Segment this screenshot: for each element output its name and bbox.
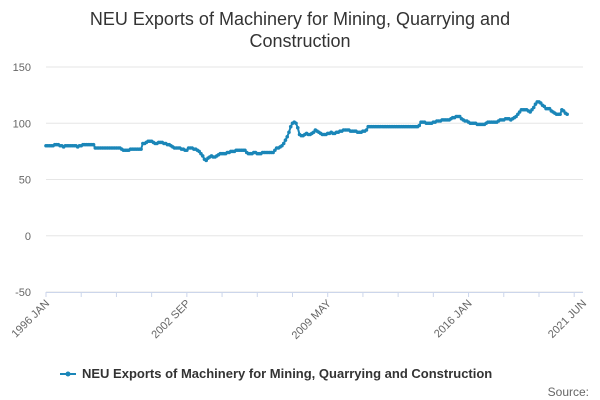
- data-point[interactable]: [283, 138, 288, 142]
- data-point[interactable]: [294, 121, 298, 126]
- data-point[interactable]: [531, 105, 536, 110]
- x-tick-label: 1996 JAN: [9, 298, 52, 341]
- data-point[interactable]: [91, 142, 96, 147]
- x-tick-label: 2021 JUN: [546, 298, 589, 341]
- legend-label: NEU Exports of Machinery for Mining, Qua…: [82, 366, 492, 381]
- y-tick-label: 150: [13, 62, 31, 74]
- data-point[interactable]: [200, 154, 205, 158]
- data-point[interactable]: [281, 141, 286, 146]
- data-point[interactable]: [287, 130, 291, 135]
- legend[interactable]: NEU Exports of Machinery for Mining, Qua…: [60, 366, 492, 381]
- data-point[interactable]: [139, 147, 143, 151]
- y-tick-label: 0: [25, 231, 31, 243]
- data-point[interactable]: [285, 134, 290, 139]
- data-point[interactable]: [364, 128, 369, 132]
- series-layer: [44, 100, 569, 163]
- source-label[interactable]: Source:: [548, 385, 589, 399]
- legend-swatch-marker: [65, 371, 71, 377]
- grid-lines: [46, 66, 583, 293]
- data-point[interactable]: [295, 125, 300, 130]
- y-tick-label: 100: [13, 118, 31, 130]
- data-point[interactable]: [417, 123, 422, 128]
- data-point[interactable]: [288, 124, 293, 129]
- chart-title: NEU Exports of Machinery for Mining, Qua…: [89, 9, 511, 51]
- axes: -50 0 50 100 150 1996 JAN 2002 SEP 2009 MAY 2016…: [9, 62, 589, 342]
- y-tick-label: 50: [19, 175, 31, 187]
- x-tick-label: 2009 MAY: [290, 297, 335, 342]
- data-point[interactable]: [565, 112, 569, 117]
- y-tick-label: -50: [15, 287, 31, 299]
- data-point[interactable]: [558, 112, 562, 117]
- x-tick-label: 2002 SEP: [149, 298, 193, 342]
- x-tick-label: 2016 JAN: [432, 298, 475, 341]
